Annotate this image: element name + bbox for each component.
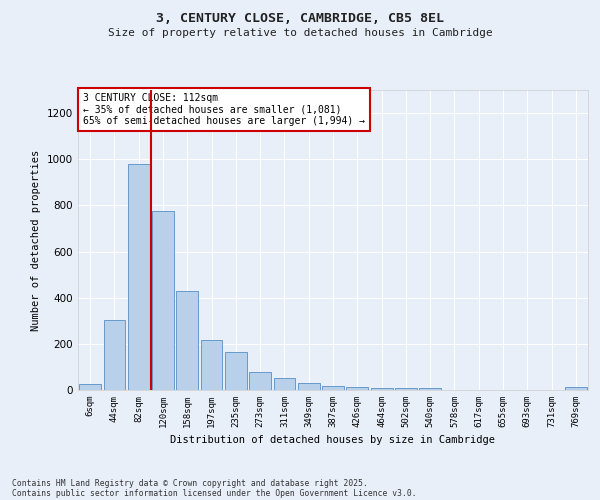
Bar [395, 388, 417, 390]
Y-axis label: Number of detached properties: Number of detached properties [31, 150, 41, 330]
Bar [298, 383, 320, 390]
Text: 3, CENTURY CLOSE, CAMBRIDGE, CB5 8EL: 3, CENTURY CLOSE, CAMBRIDGE, CB5 8EL [156, 12, 444, 26]
Bar [274, 378, 295, 390]
Bar [152, 211, 174, 390]
Bar [128, 164, 149, 390]
Bar [79, 384, 101, 390]
Bar [200, 340, 223, 390]
X-axis label: Distribution of detached houses by size in Cambridge: Distribution of detached houses by size … [170, 436, 496, 446]
Bar [322, 386, 344, 390]
Bar [419, 388, 441, 390]
Bar [565, 387, 587, 390]
Text: 3 CENTURY CLOSE: 112sqm
← 35% of detached houses are smaller (1,081)
65% of semi: 3 CENTURY CLOSE: 112sqm ← 35% of detache… [83, 93, 365, 126]
Bar [176, 291, 198, 390]
Bar [104, 320, 125, 390]
Bar [225, 352, 247, 390]
Bar [249, 372, 271, 390]
Text: Size of property relative to detached houses in Cambridge: Size of property relative to detached ho… [107, 28, 493, 38]
Text: Contains public sector information licensed under the Open Government Licence v3: Contains public sector information licen… [12, 488, 416, 498]
Bar [346, 387, 368, 390]
Text: Contains HM Land Registry data © Crown copyright and database right 2025.: Contains HM Land Registry data © Crown c… [12, 478, 368, 488]
Bar [371, 388, 392, 390]
